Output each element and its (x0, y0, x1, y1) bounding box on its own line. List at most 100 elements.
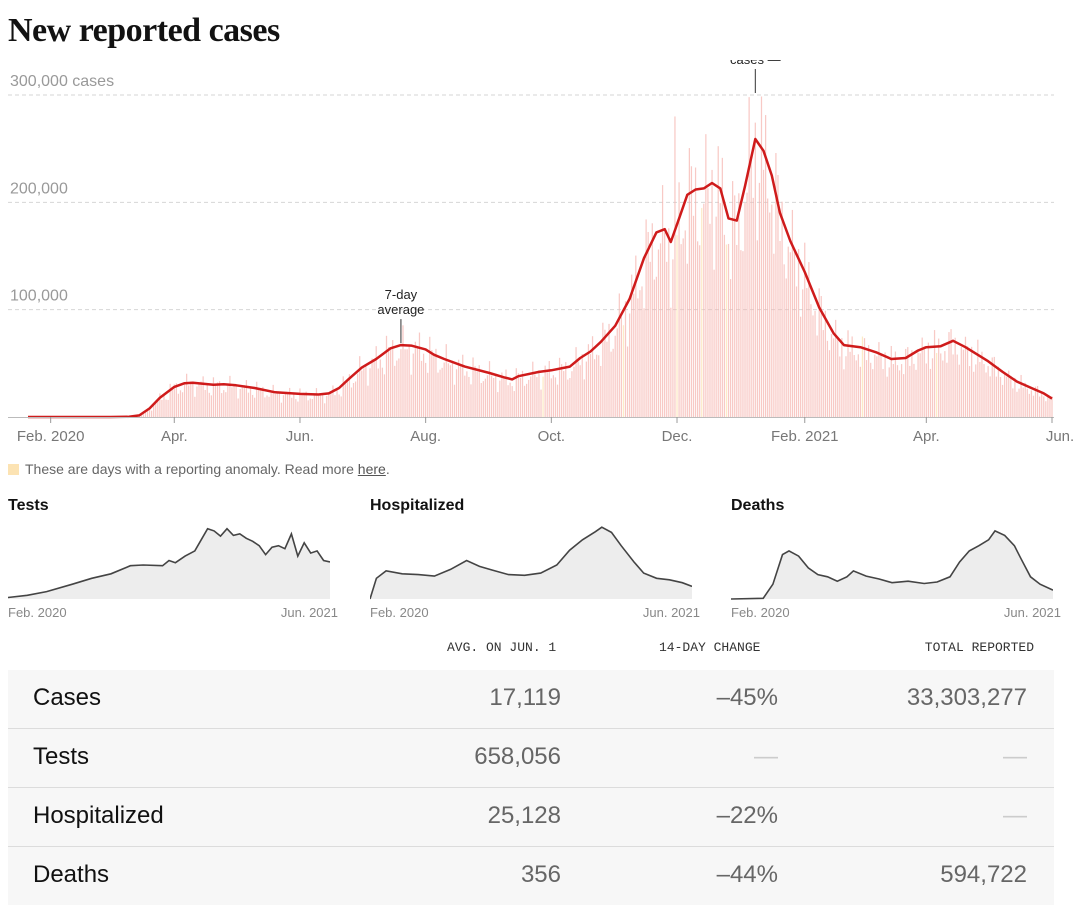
daily-bar (200, 381, 202, 417)
daily-bar (851, 336, 853, 417)
x-tick-label: Feb. 2020 (17, 428, 85, 445)
daily-bar (740, 250, 742, 417)
daily-bar (583, 379, 585, 417)
daily-bar (1045, 401, 1047, 417)
daily-bar (830, 334, 833, 417)
daily-bar (837, 337, 839, 417)
daily-bar (334, 395, 336, 417)
daily-bar (441, 367, 443, 417)
daily-bar (286, 392, 289, 417)
daily-bar (322, 393, 324, 417)
daily-bar (933, 330, 936, 417)
daily-bar (513, 391, 515, 417)
daily-bar (719, 203, 721, 417)
daily-bar (820, 296, 822, 417)
daily-bar (330, 391, 332, 417)
anomaly-note-end: . (385, 461, 390, 477)
main-chart: 100,000 200,000 300,000 cases Feb. 2020 Apr… (8, 60, 1074, 445)
daily-bar (903, 374, 905, 417)
annotation-label: average (377, 302, 424, 317)
daily-bar (868, 345, 870, 417)
daily-bar (546, 372, 548, 417)
anomaly-bar (542, 376, 544, 417)
daily-bar (872, 369, 874, 417)
daily-bar (602, 322, 604, 417)
daily-bar (587, 344, 590, 417)
daily-bar (653, 279, 655, 417)
daily-bar (585, 361, 587, 417)
daily-bar (171, 388, 173, 417)
daily-bar (760, 96, 763, 418)
anomaly-bar (622, 325, 625, 417)
deaths-mini-chart: Deaths Feb. 2020 Jun. 2021 (731, 497, 1061, 621)
daily-bar (692, 215, 695, 417)
daily-bar (789, 252, 791, 417)
daily-bar (775, 153, 777, 417)
daily-bar (894, 351, 897, 417)
daily-bar (558, 357, 561, 417)
daily-bar (1024, 382, 1026, 417)
daily-bar (460, 365, 462, 417)
daily-bar (229, 375, 231, 417)
daily-bar (264, 397, 266, 417)
daily-bar (709, 223, 711, 417)
daily-bar (824, 310, 826, 417)
daily-bar (1039, 396, 1041, 417)
daily-bar (797, 249, 800, 417)
daily-bar (1022, 387, 1024, 417)
daily-bar (270, 392, 272, 417)
daily-bar (1043, 396, 1045, 417)
daily-bar (418, 332, 421, 417)
daily-bar (705, 134, 707, 417)
x-tick-label: Aug. (410, 428, 441, 445)
daily-bar (336, 390, 338, 417)
daily-bar (791, 209, 794, 417)
daily-bar (303, 393, 305, 417)
anomaly-read-more-link[interactable]: here (357, 461, 386, 477)
daily-bar (412, 353, 414, 417)
daily-bar (1006, 376, 1008, 417)
daily-bar (268, 396, 270, 417)
row-change: –22% (716, 802, 778, 829)
daily-bar (680, 244, 682, 417)
seven-day-average-line (28, 137, 1053, 419)
daily-bar (254, 397, 256, 417)
daily-bar (643, 308, 645, 417)
daily-bar (532, 361, 534, 417)
annotation-label: cases — (730, 60, 781, 67)
daily-bar (1036, 385, 1039, 417)
daily-bar (1030, 390, 1033, 417)
daily-bar (604, 329, 606, 417)
daily-bar (633, 293, 635, 417)
daily-bar (433, 355, 435, 417)
daily-bar (373, 359, 375, 417)
daily-bar (973, 371, 975, 417)
daily-bar (806, 288, 808, 417)
daily-bar (375, 346, 377, 417)
anomaly-swatch (8, 464, 19, 475)
daily-bar (462, 354, 464, 417)
daily-bar (183, 384, 186, 417)
daily-bar (346, 379, 348, 417)
daily-bar (983, 364, 985, 417)
daily-bar (905, 348, 907, 417)
daily-bar (422, 353, 425, 417)
daily-bar (810, 304, 812, 417)
daily-bar (624, 301, 627, 417)
daily-bar (954, 337, 956, 417)
daily-bar (493, 378, 495, 417)
x-axis: Feb. 2020 Apr. Jun. Aug. Oct. Dec. Feb. 2021 Ap… (8, 417, 1074, 445)
daily-bar (237, 398, 239, 417)
daily-bar (670, 307, 672, 417)
daily-bar (808, 262, 810, 417)
deaths-sparkline (731, 529, 1053, 600)
daily-bar (404, 349, 406, 417)
daily-bar (779, 240, 781, 417)
daily-bar (641, 286, 643, 417)
daily-bar (715, 216, 717, 417)
daily-bar (635, 255, 637, 417)
daily-bar (960, 346, 962, 417)
daily-bar (865, 360, 868, 417)
table-header: AVG. ON JUN. 1 14-DAY CHANGE TOTAL REPOR… (0, 640, 1080, 660)
daily-bar (315, 388, 318, 417)
